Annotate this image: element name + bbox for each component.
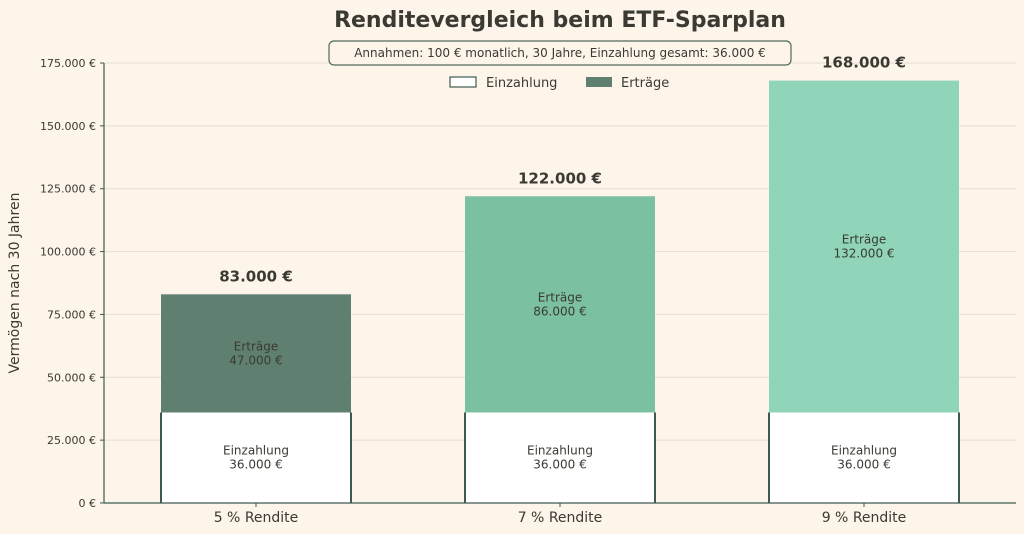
legend-label: Einzahlung — [486, 76, 557, 91]
segment-label: Erträge — [842, 233, 887, 247]
chart-subtitle: Annahmen: 100 € monatlich, 30 Jahre, Ein… — [354, 46, 766, 60]
x-tick-label: 7 % Rendite — [518, 510, 603, 526]
x-tick-label: 5 % Rendite — [214, 510, 299, 526]
segment-label: Erträge — [538, 290, 583, 304]
total-label: 122.000 € — [518, 169, 602, 187]
segment-value: 36.000 € — [533, 458, 586, 472]
segment-value: 132.000 € — [833, 247, 894, 261]
y-tick-label: 125.000 € — [40, 183, 96, 196]
bar-ertraege — [161, 294, 351, 413]
segment-label: Einzahlung — [223, 444, 289, 458]
bar-ertraege — [465, 196, 655, 413]
bar-ertraege — [769, 80, 959, 413]
chart-title: Renditevergleich beim ETF-Sparplan — [334, 8, 786, 33]
bar-einzahlung — [465, 412, 655, 503]
segment-label: Erträge — [234, 339, 279, 353]
segment-value: 47.000 € — [229, 353, 282, 367]
segment-value: 36.000 € — [837, 458, 890, 472]
y-axis-label: Vermögen nach 30 Jahren — [7, 193, 23, 374]
segment-label: Einzahlung — [527, 444, 593, 458]
y-tick-label: 50.000 € — [47, 371, 96, 384]
y-tick-label: 25.000 € — [47, 434, 96, 447]
legend-swatch-einzahlung — [449, 76, 477, 88]
segment-value: 86.000 € — [533, 304, 586, 318]
total-label: 168.000 € — [822, 54, 906, 72]
legend-swatch-ertraege — [586, 77, 612, 87]
legend-label: Erträge — [621, 76, 669, 91]
x-tick-label: 9 % Rendite — [822, 510, 907, 526]
y-tick-label: 175.000 € — [40, 57, 96, 70]
y-tick-label: 75.000 € — [47, 308, 96, 321]
subtitle-box — [328, 40, 792, 66]
y-tick-label: 100.000 € — [40, 246, 96, 259]
y-tick-label: 0 € — [79, 497, 97, 510]
bar-einzahlung — [161, 412, 351, 503]
y-tick-label: 150.000 € — [40, 120, 96, 133]
segment-value: 36.000 € — [229, 458, 282, 472]
segment-label: Einzahlung — [831, 444, 897, 458]
bar-einzahlung — [769, 412, 959, 503]
total-label: 83.000 € — [219, 267, 293, 285]
